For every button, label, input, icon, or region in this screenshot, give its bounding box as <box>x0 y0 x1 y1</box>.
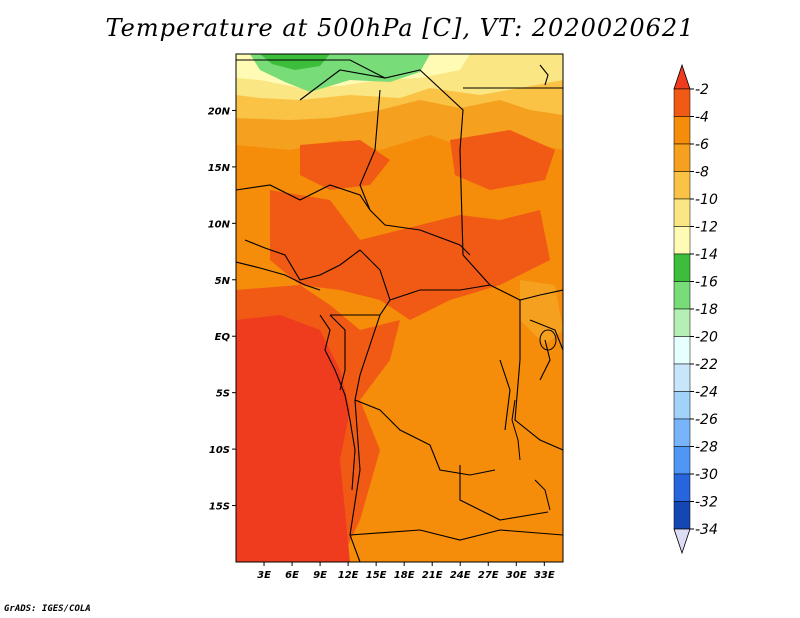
temperature-field <box>236 54 563 562</box>
lon-tick-label: 6E <box>285 570 299 581</box>
lon-tick-label: 21E <box>422 570 443 581</box>
colorbar-swatch <box>673 88 691 117</box>
colorbar-swatch <box>673 391 691 420</box>
latitude-axis: 20N 15N 10N 5N EQ 5S 10S 15S <box>208 106 236 513</box>
colorbar-swatch <box>673 171 691 200</box>
field-warm-patch-central <box>270 190 550 320</box>
colorbar-level-label: -22 <box>695 357 718 373</box>
longitude-axis: 3E 6E 9E 12E 15E 18E 21E 24E 27E 30E 33E <box>257 562 555 581</box>
colorbar-level-label: -6 <box>695 137 709 153</box>
colorbar-swatch <box>673 116 691 145</box>
colorbar-level-label: -34 <box>695 522 718 538</box>
colorbar-swatch <box>673 363 691 392</box>
lat-tick-label: 5S <box>216 389 230 400</box>
lon-tick-label: 24E <box>450 570 471 581</box>
colorbar-swatch <box>673 143 691 172</box>
colorbar-swatch <box>673 336 691 365</box>
colorbar-level-label: -8 <box>695 165 709 181</box>
colorbar-swatch <box>673 446 691 475</box>
colorbar-swatch <box>673 198 691 227</box>
country-boundaries <box>236 59 563 562</box>
grads-credit: GrADS: IGES/COLA <box>4 604 91 614</box>
lon-tick-label: 30E <box>506 570 527 581</box>
colorbar-swatch <box>673 501 691 530</box>
colorbar-level-label: -4 <box>695 110 709 126</box>
colorbar-level-label: -26 <box>695 412 718 428</box>
colorbar-level-label: -20 <box>695 330 718 346</box>
lon-tick-label: 3E <box>257 570 271 581</box>
colorbar-level-label: -16 <box>695 275 718 291</box>
colorbar-bottom-arrow <box>673 528 691 555</box>
colorbar-level-label: -32 <box>695 495 718 511</box>
colorbar: -2 -4 -6 -8 -10 -12 -14 -16 -18 -20 -22 -24 -26 -28 -3… <box>673 63 718 555</box>
field-green-dark-region <box>260 54 330 70</box>
lat-tick-label: 5N <box>215 276 231 287</box>
colorbar-level-label: -2 <box>695 82 709 98</box>
colorbar-swatch <box>673 308 691 337</box>
colorbar-swatch <box>673 473 691 502</box>
lon-tick-label: 27E <box>478 570 499 581</box>
colorbar-level-label: -24 <box>695 385 718 401</box>
lat-tick-label: 15S <box>209 502 230 513</box>
colorbar-swatch <box>673 226 691 255</box>
lat-tick-label: 10S <box>209 445 230 456</box>
colorbar-level-label: -12 <box>695 220 718 236</box>
lat-tick-label: 10N <box>208 219 231 230</box>
colorbar-swatch <box>673 281 691 310</box>
colorbar-swatch <box>673 253 691 282</box>
lon-tick-label: 9E <box>313 570 327 581</box>
colorbar-level-label: -28 <box>695 440 718 456</box>
lon-tick-label: 12E <box>338 570 359 581</box>
colorbar-top-arrow <box>673 63 691 90</box>
lon-tick-label: 15E <box>366 570 387 581</box>
map-frame <box>235 53 564 563</box>
colorbar-level-label: -18 <box>695 302 718 318</box>
lat-tick-label: 20N <box>208 106 231 117</box>
lat-tick-label: 15N <box>208 163 231 174</box>
lon-tick-label: 18E <box>394 570 415 581</box>
colorbar-swatch <box>673 418 691 447</box>
lat-tick-label: EQ <box>215 332 231 343</box>
colorbar-level-label: -30 <box>695 467 718 483</box>
field-warm-patch-sahel <box>300 140 390 190</box>
lake-outlines <box>511 329 557 516</box>
colorbar-level-label: -10 <box>695 192 718 208</box>
field-warm-patch-east <box>450 130 555 190</box>
lon-tick-label: 33E <box>534 570 555 581</box>
map-title: Temperature at 500hPa [C], VT: 202002062… <box>105 14 695 42</box>
colorbar-level-label: -14 <box>695 247 718 263</box>
field-warmest-southwest-region <box>236 315 350 562</box>
